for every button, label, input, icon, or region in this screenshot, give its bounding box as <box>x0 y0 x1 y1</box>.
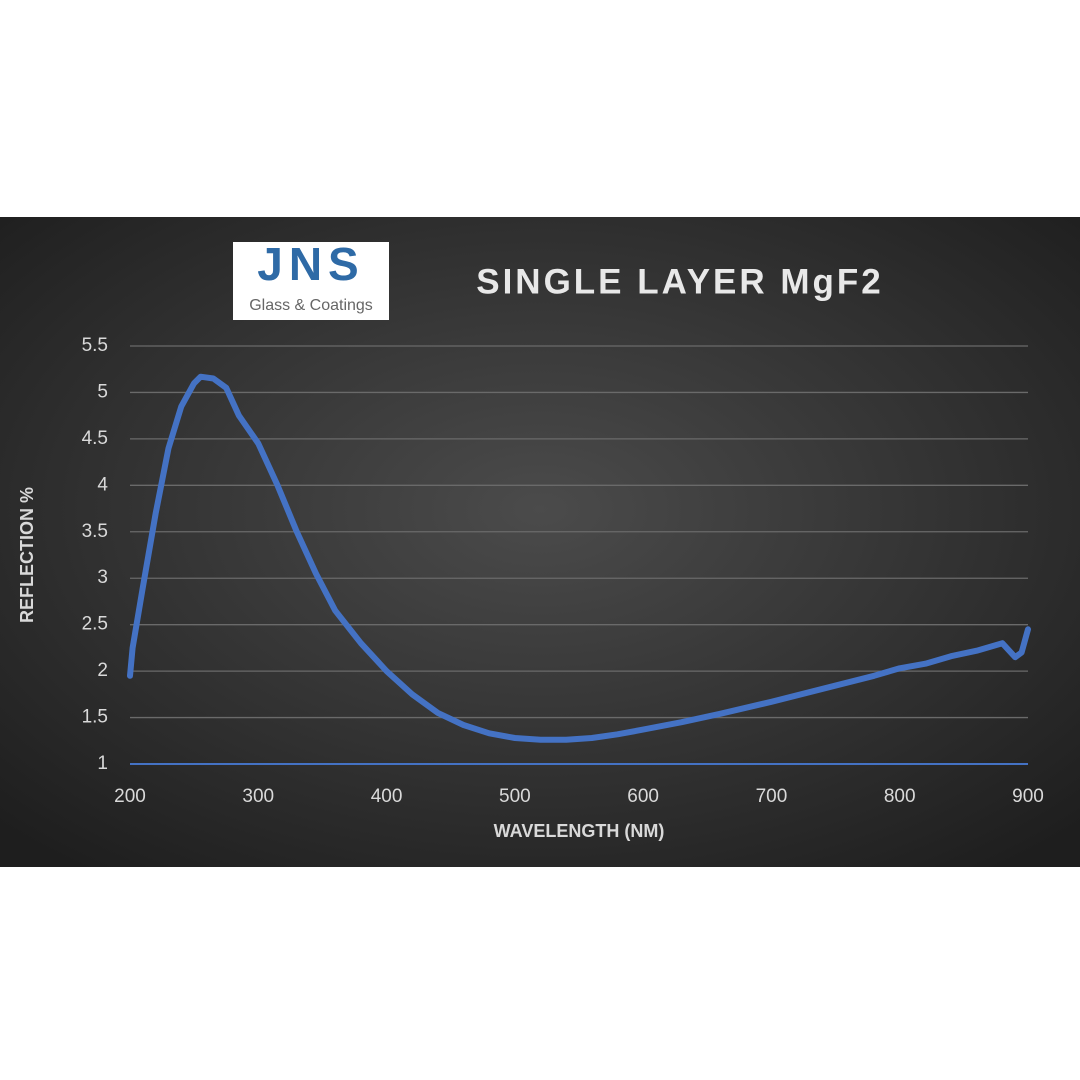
logo-tagline: Glass & Coatings <box>249 297 373 314</box>
x-tick-label: 700 <box>756 786 788 807</box>
y-tick-label: 5.5 <box>82 335 108 356</box>
x-tick-label: 400 <box>371 786 403 807</box>
y-tick-label: 1.5 <box>82 707 108 728</box>
y-tick-label: 5 <box>97 381 108 402</box>
chart-title: SINGLE LAYER MgF2 <box>476 262 884 301</box>
x-tick-label: 200 <box>114 786 146 807</box>
x-axis-label: WAVELENGTH (NM) <box>494 821 665 841</box>
x-tick-label: 600 <box>627 786 659 807</box>
x-tick-label: 900 <box>1012 786 1044 807</box>
x-tick-label: 800 <box>884 786 916 807</box>
y-tick-label: 3.5 <box>82 521 108 542</box>
data-line <box>127 373 1031 743</box>
chart-panel <box>0 217 1080 867</box>
y-tick-label: 3 <box>97 567 108 588</box>
logo-box <box>233 242 389 320</box>
y-tick-label: 2 <box>97 660 108 681</box>
y-tick-label: 4 <box>97 474 108 495</box>
y-tick-label: 2.5 <box>82 614 108 635</box>
y-tick-label: 4.5 <box>82 428 108 449</box>
x-tick-label: 500 <box>499 786 531 807</box>
logo-name: JNS <box>257 238 364 290</box>
y-axis-label: REFLECTION % <box>17 487 37 623</box>
y-tick-label: 1 <box>97 753 108 774</box>
x-tick-label: 300 <box>242 786 274 807</box>
